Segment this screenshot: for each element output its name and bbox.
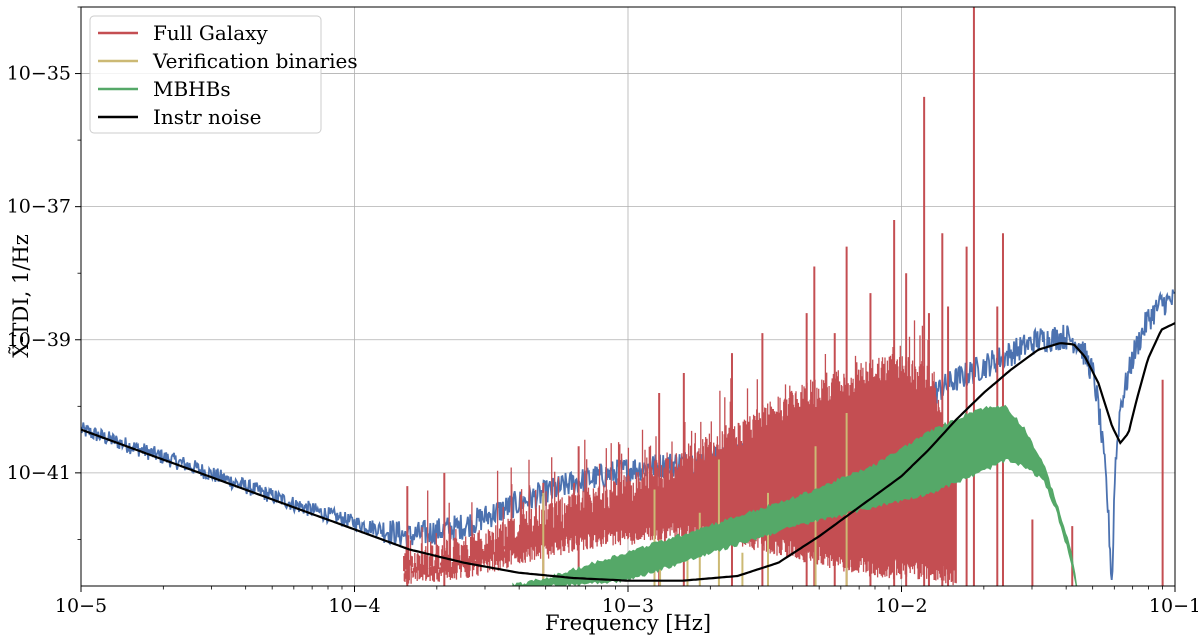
y-axis-ticks: 10−41 10−39 10−37 10−35 bbox=[7, 6, 81, 540]
y-tick-label: 10−35 bbox=[7, 63, 71, 85]
y-tick-label: 10−39 bbox=[7, 329, 71, 351]
legend: Full Galaxy Verification binaries MBHBs … bbox=[89, 15, 358, 134]
legend-label-instr-noise: Instr noise bbox=[153, 105, 261, 129]
series-full-galaxy bbox=[403, 7, 1164, 586]
y-tick-label: 10−41 bbox=[7, 462, 71, 484]
series-layer bbox=[81, 7, 1175, 586]
x-tick-label: 10−3 bbox=[602, 595, 654, 617]
x-axis-label: Frequency [Hz] bbox=[545, 611, 711, 635]
x-axis-ticks: 10−5 10−4 10−3 10−2 10−1 bbox=[55, 586, 1198, 617]
legend-box bbox=[89, 15, 322, 134]
legend-label-verification-binaries: Verification binaries bbox=[152, 49, 358, 73]
legend-label-mbhbs: MBHBs bbox=[153, 77, 231, 101]
y-axis-label: X̃-TDI, 1/Hz bbox=[9, 234, 33, 358]
x-tick-label: 10−5 bbox=[55, 595, 107, 617]
x-tick-label: 10−1 bbox=[1149, 595, 1198, 617]
instr-noise-line bbox=[81, 322, 1175, 582]
x-tick-label: 10−2 bbox=[875, 595, 927, 617]
series-instr-noise bbox=[81, 322, 1175, 582]
legend-label-full-galaxy: Full Galaxy bbox=[153, 21, 268, 45]
y-tick-label: 10−37 bbox=[7, 196, 71, 218]
x-tick-label: 10−4 bbox=[328, 595, 380, 617]
